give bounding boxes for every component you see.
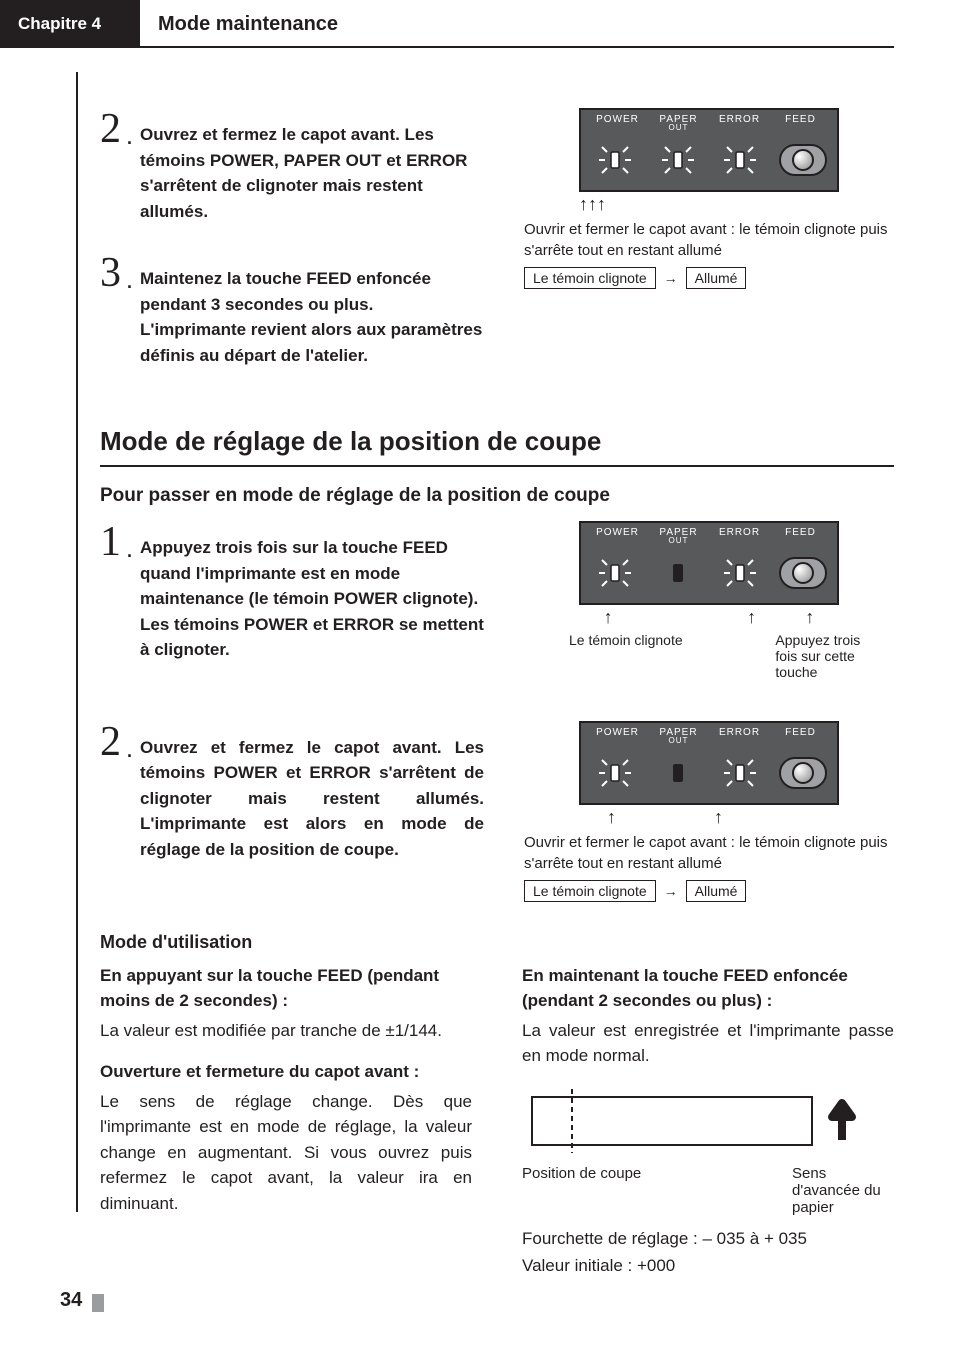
step-text: Ouvrez et fermez le capot avant. Les tém… xyxy=(140,108,484,224)
usage-right1-body: La valeur est enregistrée et l'imprimant… xyxy=(522,1018,894,1069)
panel-annotations: Le témoin clignote Appuyez trois fois su… xyxy=(539,632,879,680)
state-transition: Le témoin clignote → Allumé xyxy=(524,880,894,902)
up-arrow-icon: ↑ xyxy=(588,194,597,215)
step-number: 2 xyxy=(100,721,121,763)
side-rule xyxy=(76,72,78,1212)
cut-position-label: Position de coupe xyxy=(522,1165,641,1216)
up-arrow-icon: ↑ xyxy=(597,194,606,215)
led-power-icon xyxy=(587,553,644,593)
led-label-feed: FEED xyxy=(770,114,831,132)
feed-button-icon xyxy=(775,553,832,593)
state-to: Allumé xyxy=(686,880,747,902)
step-text: Appuyez trois fois sur la touche FEED qu… xyxy=(140,521,484,663)
usage-left2-title: Ouverture et fermeture du capot avant : xyxy=(100,1059,472,1085)
paper-diagram: Position de coupe Sens d'avancée du papi… xyxy=(522,1085,894,1216)
led-error-icon xyxy=(712,753,769,793)
up-arrow-icon: ↑ xyxy=(604,607,613,628)
state-transition: Le témoin clignote → Allumé xyxy=(524,267,894,289)
led-error-icon xyxy=(712,140,769,180)
led-label-power: POWER xyxy=(587,114,648,132)
state-to: Allumé xyxy=(686,267,747,289)
led-panel-2: POWER PAPEROUT ERROR FEED xyxy=(579,521,839,605)
led-paper-icon xyxy=(650,140,707,180)
step-2b: 2 . Ouvrez et fermez le capot avant. Les… xyxy=(100,721,484,863)
state-from: Le témoin clignote xyxy=(524,267,656,289)
usage-left1-body: La valeur est modifiée par tranche de ±1… xyxy=(100,1018,472,1044)
step-3: 3 . Maintenez la touche FEED enfoncée pe… xyxy=(100,252,484,368)
led-panel-1: POWER PAPEROUT ERROR FEED xyxy=(579,108,839,192)
arrow-right-icon: → xyxy=(664,883,678,899)
feed-button-icon xyxy=(775,753,832,793)
arrow-row: ↑ ↑ ↑ xyxy=(579,194,839,215)
panel-caption: Ouvrir et fermer le capot avant : le tém… xyxy=(524,832,894,874)
up-arrow-icon: ↑ xyxy=(805,607,814,628)
usage-left1-title: En appuyant sur la touche FEED (pendant … xyxy=(100,963,472,1014)
usage-title: Mode d'utilisation xyxy=(100,932,894,953)
up-arrow-icon: ↑ xyxy=(607,807,616,828)
arrow-right-icon: → xyxy=(664,270,678,286)
step-number: 1 xyxy=(100,521,121,563)
section-subtitle: Pour passer en mode de réglage de la pos… xyxy=(100,485,894,507)
led-label-paper: PAPEROUT xyxy=(648,114,709,132)
panel-caption: Ouvrir et fermer le capot avant : le tém… xyxy=(524,219,894,261)
section-title: Mode de réglage de la position de coupe xyxy=(100,426,894,467)
step-2: 2 . Ouvrez et fermez le capot avant. Les… xyxy=(100,108,484,224)
usage-initial: Valeur initiale : +000 xyxy=(522,1253,894,1279)
led-panel-3: POWER PAPEROUT ERROR FEED xyxy=(579,721,839,805)
step-text: Maintenez la touche FEED enfoncée pendan… xyxy=(140,252,484,368)
arrow-row: ↑ ↑ xyxy=(579,807,839,828)
step-number: 2 xyxy=(100,108,121,150)
up-arrow-icon: ↑ xyxy=(714,807,723,828)
annot-right: Appuyez trois fois sur cette touche xyxy=(775,632,879,680)
chapter-label: Chapitre 4 xyxy=(0,0,140,48)
chapter-title: Mode maintenance xyxy=(140,0,894,48)
up-arrow-icon: ↑ xyxy=(747,607,756,628)
led-paper-off-icon xyxy=(650,753,707,793)
step-text: Ouvrez et fermez le capot avant. Les tém… xyxy=(140,721,484,863)
page-tick-icon xyxy=(92,1294,104,1312)
led-label-error: ERROR xyxy=(709,114,770,132)
led-error-icon xyxy=(712,553,769,593)
arrow-row: ↑ ↑ ↑ xyxy=(579,607,839,628)
usage-right1-title: En maintenant la touche FEED enfoncée (p… xyxy=(522,963,894,1014)
step-number: 3 xyxy=(100,252,121,294)
led-power-icon xyxy=(587,753,644,793)
page-number: 34 xyxy=(60,1289,82,1312)
state-from: Le témoin clignote xyxy=(524,880,656,902)
usage-left2-body: Le sens de réglage change. Dès que l'imp… xyxy=(100,1089,472,1217)
paper-direction-label: Sens d'avancée du papier xyxy=(792,1165,882,1216)
annot-left: Le témoin clignote xyxy=(539,632,755,680)
feed-button-icon xyxy=(775,140,832,180)
led-paper-off-icon xyxy=(650,553,707,593)
up-arrow-icon: ↑ xyxy=(579,194,588,215)
led-power-icon xyxy=(587,140,644,180)
chapter-header: Chapitre 4 Mode maintenance xyxy=(0,0,954,48)
step-1: 1 . Appuyez trois fois sur la touche FEE… xyxy=(100,521,484,663)
usage-range: Fourchette de réglage : – 035 à + 035 xyxy=(522,1226,894,1252)
